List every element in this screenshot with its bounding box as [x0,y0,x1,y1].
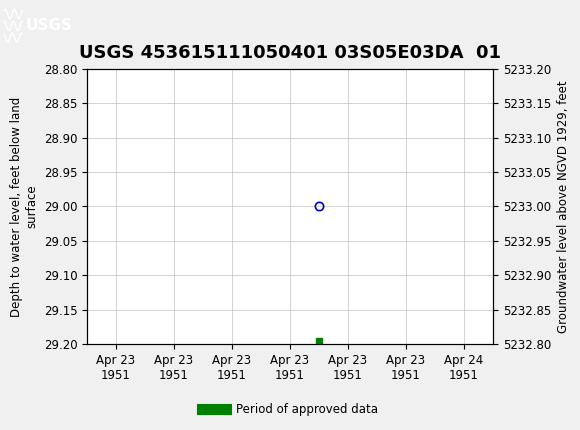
Y-axis label: Groundwater level above NGVD 1929, feet: Groundwater level above NGVD 1929, feet [557,80,570,333]
Text: USGS: USGS [26,18,72,33]
Y-axis label: Depth to water level, feet below land
surface: Depth to water level, feet below land su… [10,96,38,316]
Legend: Period of approved data: Period of approved data [198,398,382,421]
Text: USGS 453615111050401 03S05E03DA  01: USGS 453615111050401 03S05E03DA 01 [79,44,501,62]
